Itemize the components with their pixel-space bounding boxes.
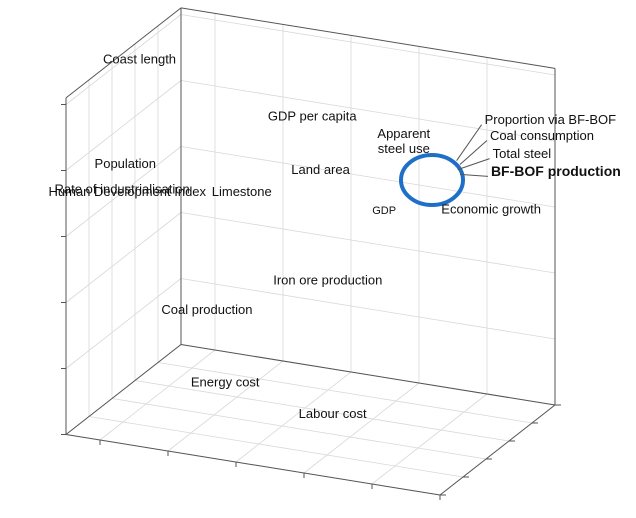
box-edge: [180, 344, 556, 406]
point-label: Coal production: [161, 302, 252, 317]
point-label: BF-BOF production: [491, 163, 621, 179]
point-label: Human Development Index: [49, 184, 207, 199]
leader-line: [457, 158, 490, 171]
leader-line: [459, 140, 488, 165]
highlight-ring: [399, 153, 465, 207]
leader-line: [459, 173, 488, 177]
grid-line: [235, 371, 352, 463]
point-label: Apparent steel use: [377, 126, 431, 157]
grid-line: [180, 212, 556, 274]
point-label: GDP: [372, 205, 396, 217]
point-label-box: Apparent steel use: [377, 126, 431, 157]
grid-line: [180, 278, 556, 340]
grid-line: [99, 349, 216, 441]
box-edge: [439, 404, 556, 496]
point-label: Labour cost: [299, 406, 367, 421]
grid-line: [88, 416, 464, 478]
grid-line: [180, 14, 556, 76]
label-layer: Coast length Population Human Development …: [49, 51, 621, 421]
point-label: Iron ore production: [273, 273, 382, 288]
grid-line: [65, 146, 182, 237]
grid-line: [180, 146, 556, 208]
grid-line: [65, 80, 182, 171]
grid-line: [65, 278, 182, 369]
point-label: Land area: [291, 162, 350, 177]
box-edge: [65, 434, 441, 496]
box-edge: [180, 7, 556, 69]
grid-line: [111, 398, 487, 460]
grid-line: [134, 380, 510, 442]
grid-line: [157, 362, 533, 424]
point-label: Limestone: [212, 184, 272, 199]
point-label: Coast length: [103, 51, 176, 66]
box-edge: [65, 7, 182, 99]
grid-line: [65, 212, 182, 303]
point-label: Proportion via BF-BOF: [485, 112, 617, 127]
box-edge: [65, 344, 182, 435]
grid-line: [371, 393, 488, 485]
grid-line: [65, 14, 182, 105]
grid-line: [303, 382, 420, 474]
grid-line: [167, 360, 284, 452]
point-label: GDP per capita: [268, 109, 357, 124]
grid-layer: [61, 7, 561, 500]
point-label: Total steel: [493, 146, 552, 161]
point-label: Rate of industrialisation: [55, 181, 190, 196]
point-label: Coal consumption: [490, 128, 594, 143]
grid-line: [180, 80, 556, 142]
leader-line: [456, 124, 483, 161]
point-label: Energy cost: [191, 375, 260, 390]
point-label: Economic growth: [441, 202, 541, 217]
point-label: Population: [95, 156, 156, 171]
